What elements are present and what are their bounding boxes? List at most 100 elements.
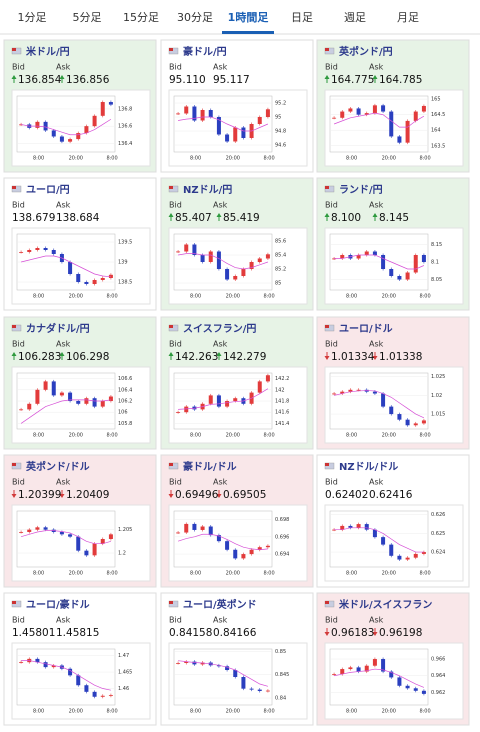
x-tick-label: 8:00 [419,709,430,715]
ask-value: 0.84166 [213,627,257,639]
plot-frame [173,233,273,291]
candle [19,124,24,126]
candle [372,391,377,394]
tab[interactable]: 週足 [344,11,366,24]
candle [76,133,81,140]
tab[interactable]: 日足 [291,11,313,24]
y-tick-label: 94.6 [275,143,286,149]
bid-label: Bid [169,478,182,487]
bid-label: Bid [12,63,25,72]
candle [348,108,353,112]
candle [184,106,189,114]
trend-arrow [168,213,174,217]
tab[interactable]: 30分足 [177,11,213,24]
candle [421,420,426,424]
candle [356,389,361,391]
bid-label: Bid [325,616,338,625]
candle [108,396,113,401]
plot-frame [329,510,429,568]
candle [265,254,270,259]
candle [108,102,113,105]
y-tick-label: 1.46 [118,686,129,692]
tab[interactable]: 月足 [397,11,419,24]
y-tick-label: 0.84 [275,696,286,702]
y-tick-label: 8.1 [431,260,439,266]
y-tick-label: 106.4 [118,387,132,393]
y-tick-label: 0.694 [275,552,289,558]
flag-mark [325,601,329,604]
candle [249,688,254,690]
x-tick-label: 8:00 [33,571,44,577]
tab[interactable]: 15分足 [123,11,159,24]
candle [233,276,238,280]
x-tick-label: 8:00 [263,156,274,162]
y-tick-label: 85 [275,281,281,287]
candle [92,543,97,556]
pair-name: ユーロ/英ポンド [183,598,257,611]
trend-arrow [372,75,378,79]
y-tick-label: 0.624 [431,550,445,556]
candle [216,251,221,269]
candle [265,690,270,692]
pair-name: スイスフラン/円 [183,323,256,335]
candle [233,398,238,401]
candle [381,105,386,112]
bid-value: 136.854 [18,74,62,86]
y-tick-label: 0.845 [275,672,289,678]
bid-label: Bid [169,340,182,349]
candle [208,395,213,404]
tab[interactable]: 1時間足 [228,10,270,24]
chart-box [168,642,308,720]
flag-mark [169,463,173,466]
candle [35,527,40,530]
candle [216,535,221,542]
pair-name: 英ポンド/ドル [25,460,90,473]
trend-arrow [216,213,222,217]
trend-arrow [324,356,330,360]
flag-mark [169,601,173,604]
candle [372,529,377,538]
bid-value: 95.110 [169,74,206,86]
moving-average [178,116,269,132]
tab[interactable]: 5分足 [73,11,102,24]
x-tick-label: 8:00 [346,156,357,162]
trend-arrow [11,494,17,498]
ask-label: Ask [369,63,384,72]
candle [397,414,402,420]
candle [372,251,377,255]
candle [421,552,426,554]
flag-mark [12,325,16,328]
y-tick-label: 0.626 [431,512,445,518]
candle [405,557,410,560]
candle [241,554,246,559]
bid-label: Bid [169,616,182,625]
ask-value: 142.279 [223,351,266,363]
trend-arrow [168,494,174,498]
candle [405,120,410,143]
tab[interactable]: 1分足 [18,11,47,24]
candle [200,662,205,665]
ask-label: Ask [56,478,71,487]
candle [249,262,254,269]
x-tick-label: 20:00 [226,433,240,439]
candle [356,255,361,259]
bid-value: 138.679 [12,212,55,224]
candle [43,248,48,250]
moving-average [334,254,425,270]
x-tick-label: 8:00 [419,433,430,439]
flag-mark [325,325,329,328]
pair-name: NZドル/円 [183,184,232,196]
candle [192,106,197,121]
bid-value: 1.20399 [18,489,61,501]
ask-value: 85.419 [223,212,260,224]
trend-arrow [324,213,330,217]
candle [208,251,213,262]
candle [108,534,113,539]
moving-average [334,668,425,688]
chart-box [324,227,464,305]
x-tick-label: 20:00 [69,709,83,715]
y-tick-label: 141.8 [275,399,289,405]
plot-frame [16,95,116,153]
candle [332,117,337,119]
candle [389,269,394,276]
